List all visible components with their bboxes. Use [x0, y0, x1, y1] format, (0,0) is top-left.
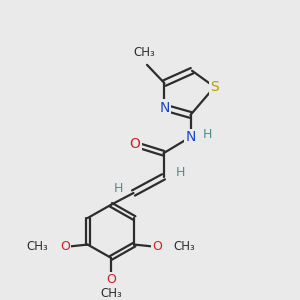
Text: H: H: [114, 182, 123, 195]
Text: O: O: [106, 273, 116, 286]
Text: H: H: [175, 166, 185, 179]
Text: CH₃: CH₃: [133, 46, 155, 59]
Text: CH₃: CH₃: [100, 287, 122, 300]
Text: H: H: [202, 128, 212, 141]
Text: S: S: [210, 80, 219, 94]
Text: O: O: [152, 240, 162, 254]
Text: O: O: [130, 137, 140, 152]
Text: CH₃: CH₃: [27, 240, 49, 254]
Text: CH₃: CH₃: [173, 240, 195, 254]
Text: N: N: [185, 130, 196, 144]
Text: O: O: [60, 240, 70, 254]
Text: N: N: [159, 100, 170, 115]
